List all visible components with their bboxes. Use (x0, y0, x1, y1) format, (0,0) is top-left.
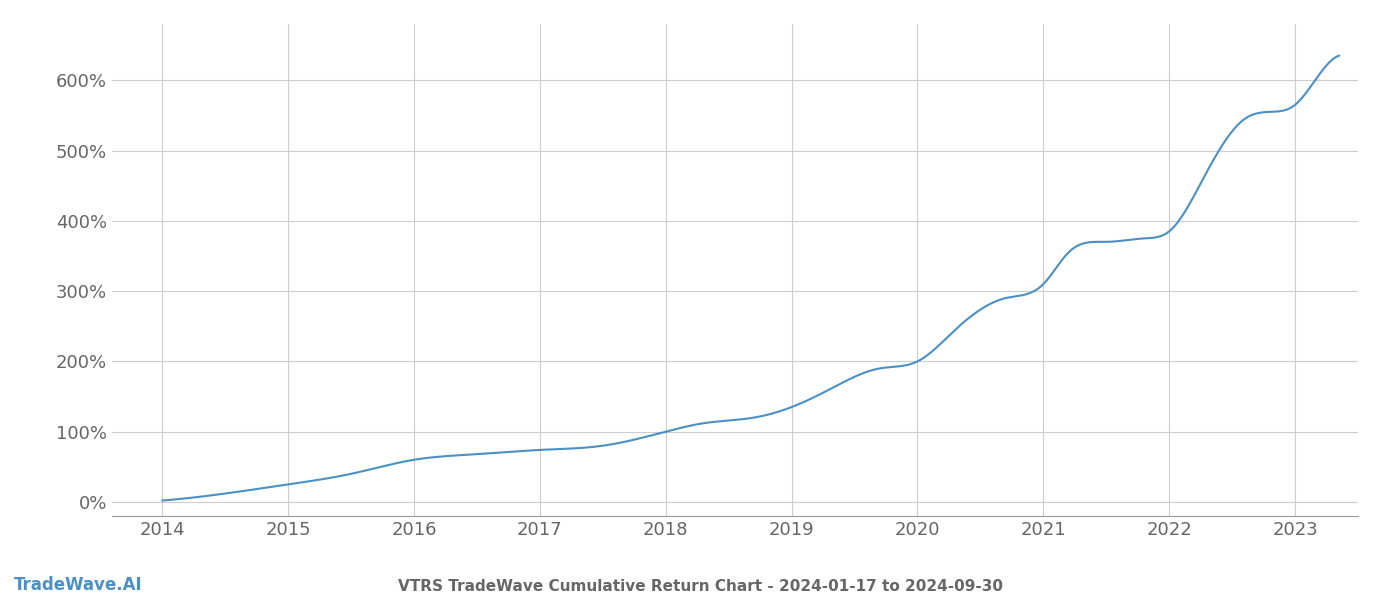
Text: TradeWave.AI: TradeWave.AI (14, 576, 143, 594)
Text: VTRS TradeWave Cumulative Return Chart - 2024-01-17 to 2024-09-30: VTRS TradeWave Cumulative Return Chart -… (398, 579, 1002, 594)
